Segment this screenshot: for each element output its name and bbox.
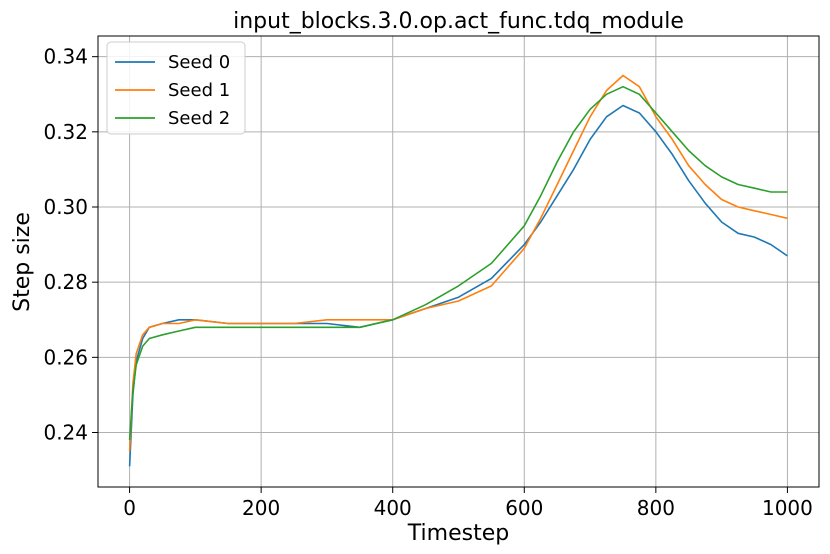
x-tick-label: 1000 <box>762 496 813 520</box>
x-axis-label: Timestep <box>407 521 509 546</box>
x-tick-label: 600 <box>505 496 543 520</box>
legend-label-seed-1: Seed 1 <box>168 80 230 101</box>
y-tick-label: 0.28 <box>43 270 88 294</box>
chart-title: input_blocks.3.0.op.act_func.tdq_module <box>233 9 684 34</box>
legend-box <box>106 41 246 135</box>
x-tick-label: 800 <box>637 496 675 520</box>
x-tick-label: 200 <box>242 496 280 520</box>
x-tick-label: 0 <box>123 496 136 520</box>
y-axis-label: Step size <box>10 212 35 312</box>
y-tick-label: 0.24 <box>43 421 88 445</box>
y-tick-label: 0.30 <box>43 195 88 219</box>
legend-label-seed-2: Seed 2 <box>168 108 230 129</box>
legend: Seed 0 Seed 1 Seed 2 <box>106 41 246 135</box>
x-axis-ticks: 0 200 400 600 800 1000 <box>123 487 813 520</box>
plot-frame <box>97 35 820 488</box>
y-tick-label: 0.34 <box>43 45 88 69</box>
series-line-seed-2 <box>128 85 788 441</box>
grid <box>98 36 819 487</box>
series-line-seed-1 <box>128 74 788 452</box>
y-axis-ticks: 0.24 0.26 0.28 0.30 0.32 0.34 <box>43 45 98 445</box>
y-tick-label: 0.26 <box>43 345 88 369</box>
x-tick-label: 400 <box>374 496 412 520</box>
plot-lines <box>128 74 788 467</box>
series-line-seed-0 <box>128 104 788 467</box>
legend-label-seed-0: Seed 0 <box>168 52 230 73</box>
y-tick-label: 0.32 <box>43 120 88 144</box>
